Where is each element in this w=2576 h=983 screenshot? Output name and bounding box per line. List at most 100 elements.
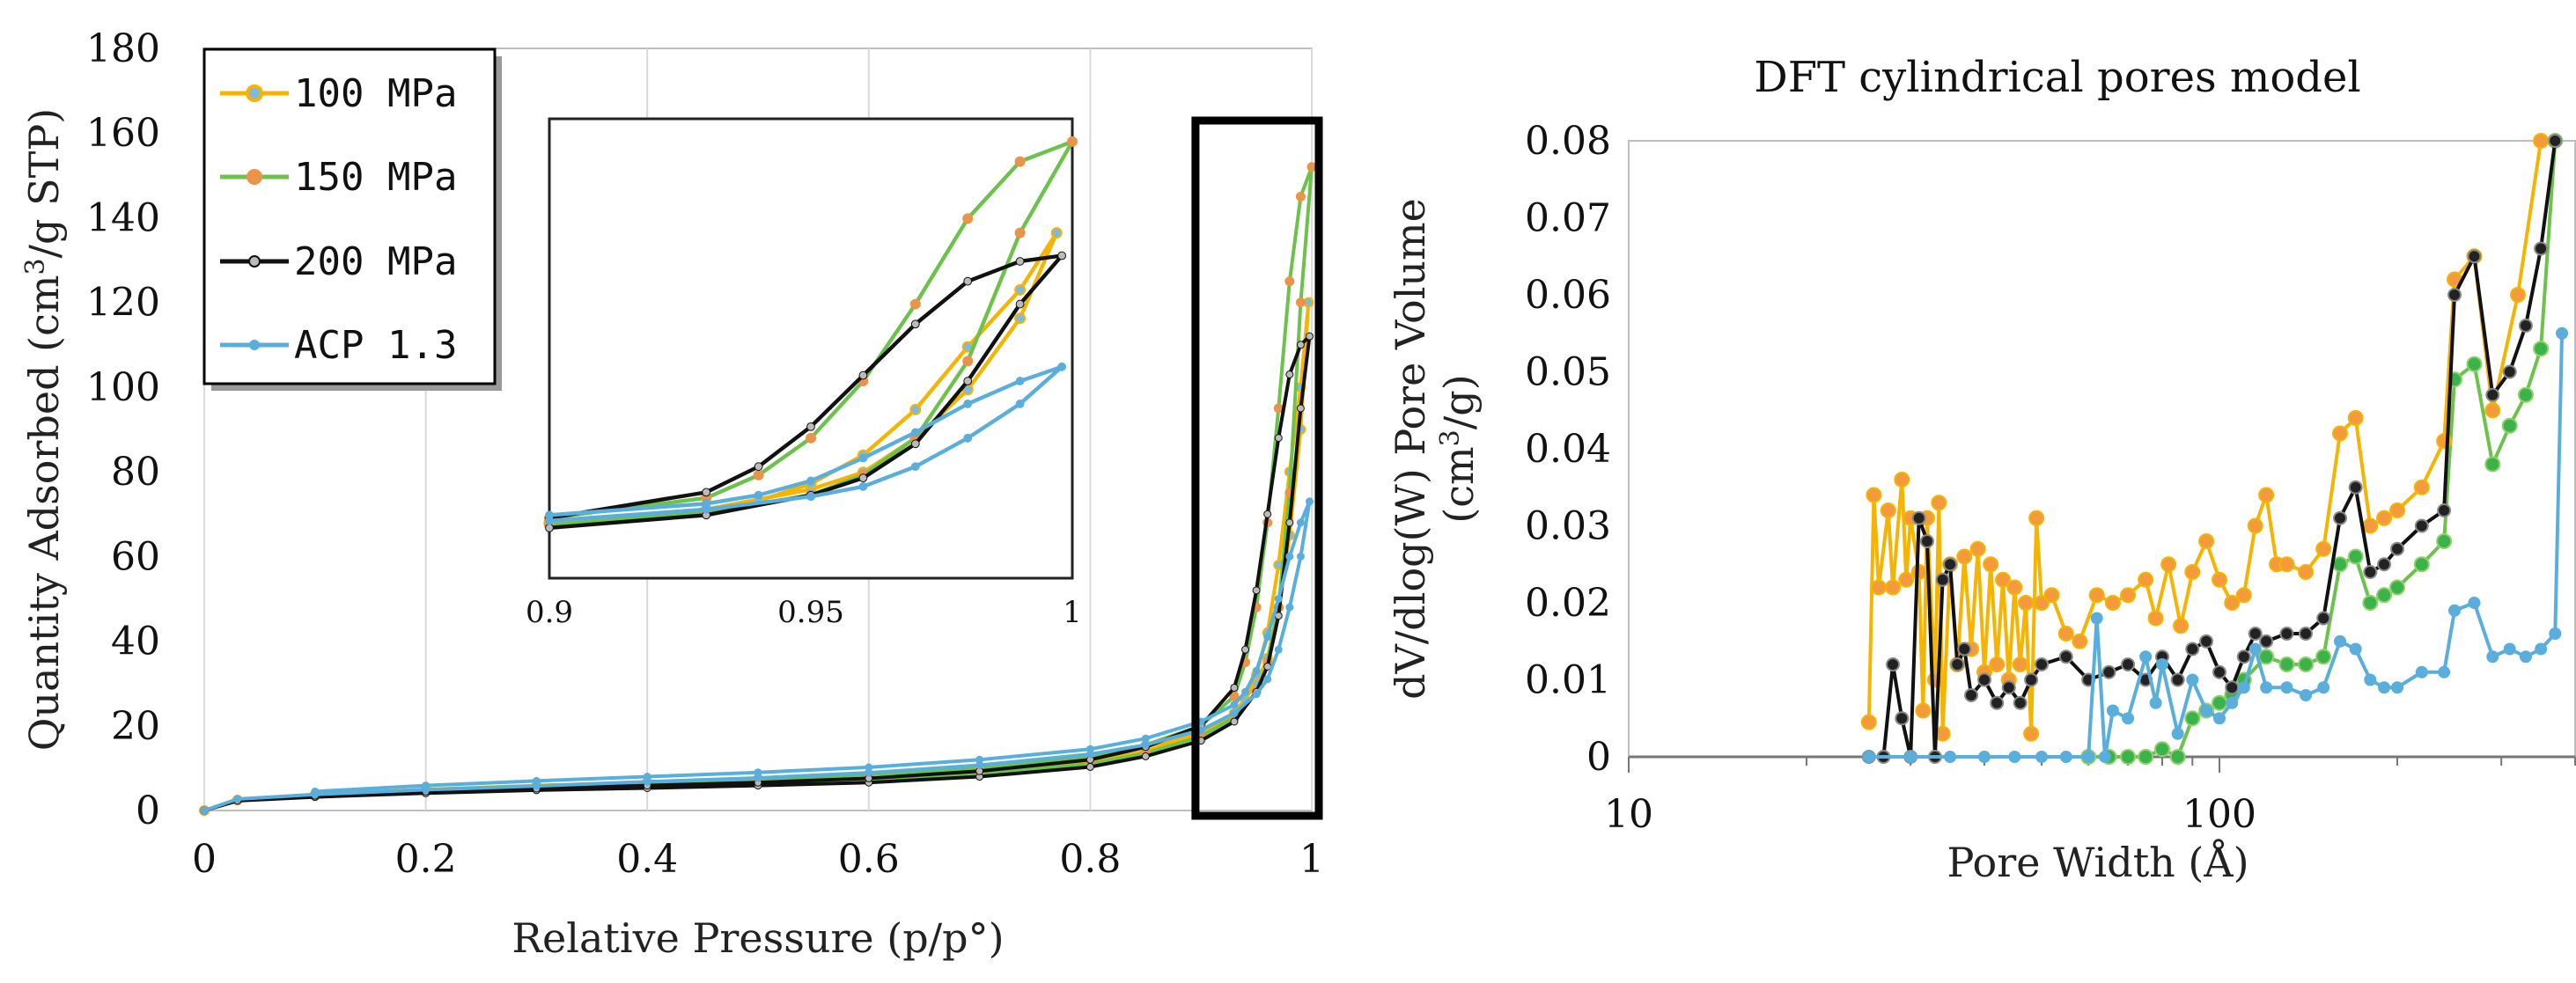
data-point-150-mpa	[1284, 276, 1295, 287]
isotherm-x-tick-label: 0	[192, 837, 217, 882]
data-point-100-mpa	[909, 403, 922, 415]
data-point-acp-1-3	[806, 492, 815, 502]
isotherm-x-tick-label: 0.2	[395, 837, 457, 882]
dft-data-point-100-mpa	[2017, 595, 2034, 611]
dft-data-point-100-mpa	[2389, 503, 2406, 518]
dft-y-tick-label: 0.05	[1525, 350, 1611, 395]
dft-data-point-acp-1-3	[2556, 326, 2569, 340]
dft-data-point-200-mpa	[1943, 557, 1958, 572]
dft-data-point-100-mpa	[2104, 595, 2121, 611]
dft-data-point-150-mpa	[2315, 649, 2332, 665]
data-point-acp-1-3	[545, 510, 554, 520]
dft-data-point-100-mpa	[1995, 571, 2012, 588]
data-point-100-mpa	[1050, 227, 1063, 239]
dft-data-point-100-mpa	[2413, 479, 2430, 495]
data-point-acp-1-3	[1305, 497, 1314, 506]
dft-data-point-200-mpa	[1950, 657, 1965, 671]
data-point-200-mpa	[1296, 341, 1305, 349]
dft-data-point-acp-1-3	[2280, 681, 2293, 694]
data-point-acp-1-3	[1252, 690, 1261, 699]
dft-data-point-acp-1-3	[2171, 727, 2184, 740]
data-point-acp-1-3	[858, 481, 868, 491]
dft-data-point-100-mpa	[1969, 540, 1986, 557]
dft-data-point-100-mpa	[1931, 495, 1947, 511]
isotherm-y-tick-label: 100	[86, 365, 160, 410]
dft-data-point-200-mpa	[2259, 634, 2274, 649]
dft-data-point-200-mpa	[2447, 288, 2462, 302]
dft-data-point-200-mpa	[2279, 627, 2294, 641]
data-point-acp-1-3	[865, 763, 873, 772]
data-point-100-mpa	[1014, 312, 1027, 325]
inset-x-tick-label: 1	[1063, 595, 1082, 630]
dft-data-point-acp-1-3	[2213, 712, 2226, 725]
dft-data-point-200-mpa	[2363, 565, 2378, 579]
data-point-150-mpa	[1295, 297, 1306, 308]
dft-data-point-150-mpa	[2278, 657, 2295, 672]
dft-x-tick-label: 100	[2182, 792, 2256, 837]
dft-data-point-150-mpa	[2389, 579, 2406, 596]
dft-data-point-150-mpa	[2362, 595, 2379, 611]
dft-data-point-100-mpa	[2028, 510, 2045, 526]
legend-label-acp-1-3: ACP 1.3	[294, 323, 457, 368]
dft-data-point-200-mpa	[2225, 680, 2240, 695]
data-point-acp-1-3	[910, 462, 920, 472]
isotherm-x-tick-label: 1	[1299, 837, 1324, 882]
data-point-acp-1-3	[422, 781, 431, 790]
dft-data-point-100-mpa	[1860, 714, 1877, 730]
dft-data-point-200-mpa	[1957, 642, 1972, 657]
dft-y-tick-label: 0	[1586, 735, 1611, 780]
data-point-acp-1-3	[233, 795, 242, 803]
dft-data-point-200-mpa	[2316, 611, 2331, 626]
dft-data-point-100-mpa	[2057, 626, 2074, 642]
dft-data-point-150-mpa	[2501, 417, 2518, 434]
legend-item-200-mpa: 200 MPa	[220, 239, 457, 284]
dft-data-point-100-mpa	[1871, 579, 1888, 596]
isotherm-tick-labels: 0 0.2 0.4 0.6 0.8 1 0 20 40 60 80 100 120 140 160 180	[86, 26, 1324, 882]
series-line-acp-1-3	[548, 364, 1064, 523]
dft-data-point-acp-1-3	[2226, 696, 2239, 709]
data-point-150-mpa	[1306, 162, 1317, 172]
data-point-acp-1-3	[1241, 687, 1250, 696]
dft-data-point-150-mpa	[2331, 556, 2348, 573]
dft-data-point-200-mpa	[2348, 480, 2363, 495]
dft-data-point-100-mpa	[1885, 579, 1902, 596]
data-point-acp-1-3	[1015, 377, 1025, 385]
dft-data-point-acp-1-3	[2008, 751, 2021, 763]
legend-marker-150-mpa	[247, 169, 262, 185]
dft-y-tick-label: 0.07	[1525, 196, 1611, 241]
isotherm-y-tick-label: 140	[86, 195, 160, 240]
dft-tick-labels: 10 100 0 0.01 0.02 0.03 0.04 0.05 0.06 0.07 0.08	[1525, 119, 2256, 837]
dft-data-point-100-mpa	[2120, 587, 2137, 604]
dft-data-point-100-mpa	[1915, 702, 1932, 719]
dft-data-point-100-mpa	[1956, 548, 1973, 565]
dft-y-tick-label: 0.03	[1525, 504, 1611, 549]
dft-data-point-200-mpa	[2502, 364, 2517, 379]
dft-y-tick-label: 0.02	[1525, 581, 1611, 626]
dft-data-point-acp-1-3	[2549, 627, 2562, 640]
dft-data-point-200-mpa	[1919, 534, 1934, 548]
data-point-150-mpa	[1067, 136, 1078, 147]
legend-label-100-mpa: 100 MPa	[294, 71, 457, 116]
dft-data-point-100-mpa	[2331, 425, 2348, 442]
legend-item-100-mpa: 100 MPa	[220, 71, 457, 116]
dft-data-point-200-mpa	[1886, 657, 1901, 671]
dft-chart-title: DFT cylindrical pores model	[1754, 53, 2361, 102]
data-point-200-mpa	[963, 276, 973, 286]
dft-data-point-200-mpa	[2001, 680, 2016, 695]
dft-data-point-acp-1-3	[2090, 612, 2103, 625]
isotherm-y-tick-label: 80	[111, 450, 160, 495]
dft-data-point-150-mpa	[2184, 710, 2201, 727]
isotherm-x-axis-label: Relative Pressure (p/p°)	[512, 914, 1004, 962]
data-point-150-mpa	[962, 356, 974, 367]
data-point-200-mpa	[1086, 762, 1094, 771]
dft-data-point-100-mpa	[2224, 595, 2241, 611]
dft-data-point-acp-1-3	[2317, 681, 2330, 694]
dft-data-point-100-mpa	[2173, 618, 2190, 635]
dft-data-point-200-mpa	[1964, 688, 1979, 702]
isotherm-y-tick-label: 120	[86, 281, 160, 326]
dft-x-axis-label: Pore Width (Å)	[1947, 838, 2248, 886]
data-point-200-mpa	[1230, 717, 1239, 726]
dft-data-point-200-mpa	[2299, 627, 2314, 641]
dft-data-point-200-mpa	[2332, 510, 2347, 525]
